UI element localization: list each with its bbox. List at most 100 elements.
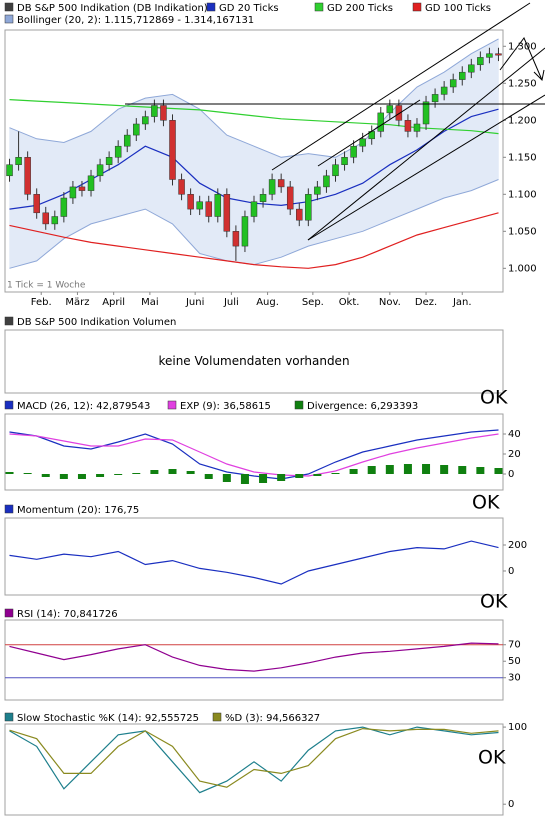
y-tick-label: 200 bbox=[508, 540, 527, 551]
bollinger-upper bbox=[9, 38, 499, 158]
panel-frame bbox=[4, 329, 504, 394]
y-tick-label: 1.200 bbox=[508, 115, 537, 126]
y-tick-label: 100 bbox=[508, 722, 527, 733]
candle-body bbox=[96, 164, 104, 177]
candle-body bbox=[305, 194, 312, 221]
legend-swatch bbox=[4, 2, 14, 12]
divergence-bar bbox=[367, 466, 376, 474]
trend-line bbox=[307, 47, 545, 241]
candle-body bbox=[232, 231, 240, 247]
trend-line bbox=[317, 99, 421, 167]
legend-label: Bollinger (20, 2): 1.115,712869 - 1.314,… bbox=[17, 15, 254, 26]
legend-label: Divergence: 6,293393 bbox=[307, 401, 418, 412]
divergence-bar bbox=[331, 473, 340, 474]
candle-body bbox=[296, 208, 303, 221]
candle-body bbox=[15, 157, 22, 165]
candle-body bbox=[386, 105, 394, 114]
candle-body bbox=[42, 212, 49, 225]
divergence-bar bbox=[295, 474, 304, 478]
candle-body bbox=[259, 194, 267, 202]
x-tick-label: Mai bbox=[141, 297, 159, 308]
divergence-bar bbox=[41, 474, 50, 477]
y-tick-label: 0 bbox=[508, 566, 514, 577]
candle-body bbox=[241, 216, 249, 247]
divergence-bar bbox=[349, 469, 358, 474]
candle-body bbox=[250, 201, 258, 217]
divergence-bar bbox=[313, 474, 322, 476]
candle-body bbox=[196, 201, 203, 210]
candle-body bbox=[105, 157, 113, 165]
indicator-line bbox=[9, 429, 499, 480]
legend-swatch bbox=[4, 504, 14, 514]
candle-body bbox=[449, 79, 457, 88]
candle-body bbox=[33, 194, 40, 214]
divergence-bar bbox=[59, 474, 68, 479]
candle-body bbox=[459, 71, 466, 80]
candle-body bbox=[178, 179, 185, 195]
y-tick-label: 0 bbox=[508, 469, 514, 480]
note: 1 Tick = 1 Woche bbox=[7, 281, 86, 291]
bollinger-band bbox=[471, 38, 499, 191]
divergence-bar bbox=[186, 471, 195, 474]
divergence-bar bbox=[403, 464, 412, 474]
hand-drawn-lines bbox=[125, 2, 545, 241]
no-data-message: keine Volumendaten vorhanden bbox=[158, 354, 349, 368]
candle-body bbox=[359, 138, 366, 147]
annotation: OK bbox=[472, 492, 500, 514]
candle-body bbox=[350, 145, 357, 158]
annotation: OK bbox=[480, 591, 508, 613]
divergence-bar bbox=[385, 465, 394, 474]
candle-body bbox=[440, 86, 448, 95]
bollinger-band bbox=[145, 94, 173, 225]
legend-label: DB S&P 500 Indikation (DB Indikation) bbox=[17, 3, 208, 14]
divergence-bar bbox=[222, 474, 231, 482]
y-tick-label: 1.050 bbox=[508, 226, 537, 237]
divergence-bar bbox=[150, 470, 159, 474]
candle-body bbox=[422, 101, 430, 125]
panel-frame bbox=[4, 517, 504, 596]
divergence-bar bbox=[240, 474, 249, 484]
candle-body bbox=[151, 105, 158, 117]
candle-body bbox=[332, 164, 339, 177]
divergence-bar bbox=[458, 466, 467, 474]
candle-body bbox=[205, 201, 212, 217]
panel-frame bbox=[4, 619, 504, 701]
legend-swatch bbox=[294, 400, 304, 410]
x-tick-label: März bbox=[65, 297, 89, 308]
x-tick-label: Aug. bbox=[256, 297, 279, 308]
candle-body bbox=[51, 216, 59, 225]
x-tick-label: Juni bbox=[185, 297, 204, 308]
indicator-line bbox=[9, 540, 499, 585]
x-tick-label: Juli bbox=[223, 297, 239, 308]
indicator-line bbox=[9, 642, 499, 672]
bollinger-band bbox=[226, 134, 255, 265]
y-tick-label: 40 bbox=[508, 429, 521, 440]
candle-body bbox=[377, 112, 385, 132]
legend-swatch bbox=[206, 2, 216, 12]
candle-body bbox=[223, 194, 231, 232]
trend-line bbox=[307, 94, 545, 241]
legend-label: GD 20 Ticks bbox=[219, 3, 279, 14]
candle-body bbox=[395, 105, 403, 121]
x-tick-label: Dez. bbox=[415, 297, 437, 308]
bollinger-band bbox=[335, 142, 363, 240]
y-tick-label: 1.250 bbox=[508, 78, 537, 89]
candle-body bbox=[486, 53, 493, 58]
y-tick-label: 1.100 bbox=[508, 189, 537, 200]
legend-label: DB S&P 500 Indikation Volumen bbox=[17, 317, 176, 328]
divergence-bar bbox=[168, 469, 177, 474]
candle-body bbox=[323, 175, 330, 188]
divergence-bar bbox=[132, 473, 141, 474]
candle-body bbox=[477, 57, 484, 66]
trend-line bbox=[271, 2, 531, 171]
panel-frame bbox=[4, 413, 504, 491]
legend-label: GD 100 Ticks bbox=[425, 3, 491, 14]
candle-body bbox=[214, 194, 222, 217]
indicator-line bbox=[9, 727, 499, 788]
divergence-bar bbox=[476, 467, 485, 474]
legend-label: %D (3): 94,566327 bbox=[225, 713, 320, 724]
arrow-head bbox=[533, 69, 545, 82]
legend-label: GD 200 Ticks bbox=[327, 3, 393, 14]
